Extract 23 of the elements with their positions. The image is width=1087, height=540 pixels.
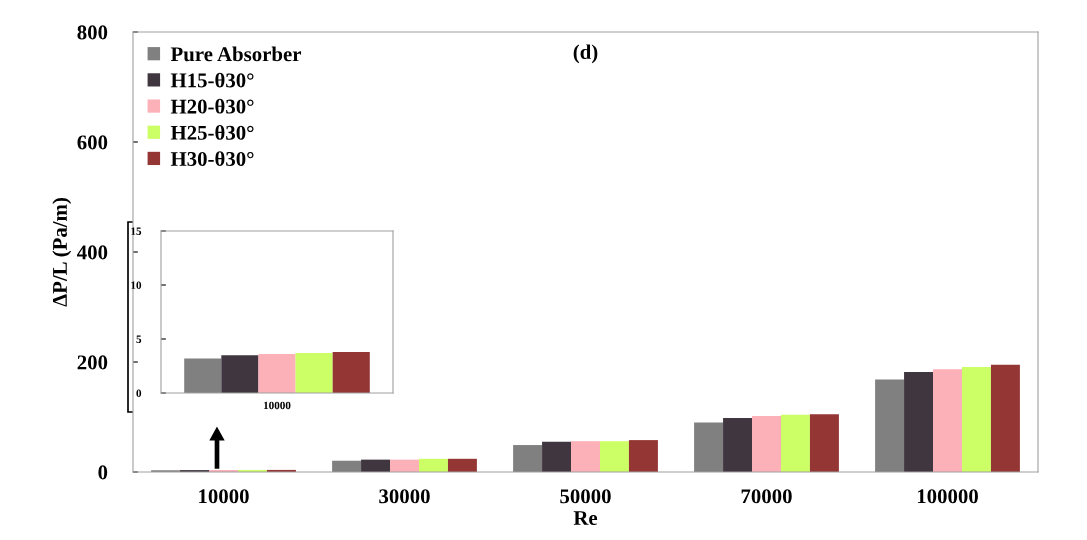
y-tick-label: 400 xyxy=(77,245,108,260)
y-tick-label: 15 xyxy=(131,227,142,235)
y-axis-title: ΔP/L (Pa/m) xyxy=(52,198,72,307)
legend-label: H30-θ30° xyxy=(170,151,254,166)
y-tick-label: 600 xyxy=(77,135,108,150)
x-tick-label: 30000 xyxy=(379,489,430,504)
x-tick-label: 100000 xyxy=(917,489,978,504)
y-tick-label: 5 xyxy=(136,335,142,343)
y-tick-label: 10 xyxy=(131,281,142,289)
y-tick-label: 800 xyxy=(77,25,108,40)
text: (d) xyxy=(573,44,598,64)
x-tick-label: 10000 xyxy=(264,401,291,410)
x-tick-label: 50000 xyxy=(560,489,611,504)
legend-label: Pure Absorber xyxy=(170,46,302,62)
x-tick-label: 10000 xyxy=(199,489,249,504)
y-tick-label: 0 xyxy=(136,389,142,397)
x-tick-label: 70000 xyxy=(741,489,792,504)
y-tick-label: 0 xyxy=(98,465,108,480)
legend-label: H15-θ30° xyxy=(170,72,254,88)
legend-label: H20-θ30° xyxy=(170,98,254,114)
x-axis-title: Re xyxy=(573,511,598,525)
y-tick-label: 200 xyxy=(77,355,108,370)
legend-label: H25-θ30° xyxy=(170,125,254,140)
